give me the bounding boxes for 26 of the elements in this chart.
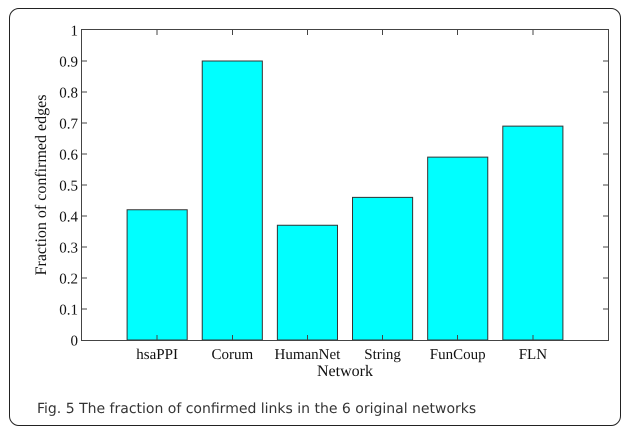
y-tick-label: 0.5 bbox=[59, 178, 78, 194]
bar bbox=[352, 196, 414, 340]
bar bbox=[502, 126, 564, 340]
bar bbox=[427, 156, 488, 340]
x-tick-label: HumanNet bbox=[274, 347, 342, 363]
bar bbox=[202, 60, 263, 340]
caption: Fig. 5 The fraction of confirmed links in the 6 original networks bbox=[37, 401, 476, 417]
x-axis-title: Network bbox=[317, 363, 373, 380]
y-axis-title: Fraction of confirmed edges bbox=[33, 94, 50, 276]
bar bbox=[276, 224, 338, 340]
x-tick-label: FLN bbox=[518, 347, 548, 363]
x-tick-label: hsaPPI bbox=[136, 347, 178, 363]
x-tick-label: String bbox=[364, 347, 402, 363]
x-tick-label: Corum bbox=[211, 347, 254, 363]
y-tick-label: 0.1 bbox=[59, 302, 78, 318]
y-tick-label: 0.7 bbox=[59, 116, 78, 132]
y-tick-label: 0.2 bbox=[59, 271, 78, 288]
y-tick-label: 0.9 bbox=[59, 54, 78, 70]
y-tick-label: 0.3 bbox=[59, 240, 78, 256]
bar bbox=[126, 209, 188, 340]
y-tick-label: 0 bbox=[70, 333, 78, 350]
y-tick-label: 1 bbox=[70, 23, 78, 40]
y-tick-label: 0.6 bbox=[59, 147, 78, 164]
x-tick-label: FunCoup bbox=[430, 347, 486, 363]
y-tick-label: 0.4 bbox=[59, 209, 78, 226]
y-tick-label: 0.8 bbox=[59, 85, 78, 102]
